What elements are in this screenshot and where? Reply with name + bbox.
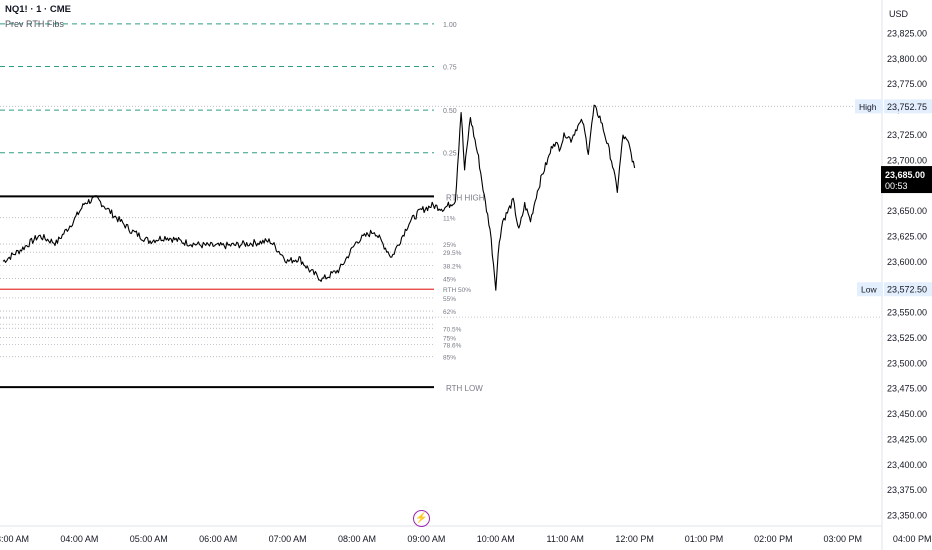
time-tick: 03:00 AM bbox=[0, 534, 29, 544]
price-tick: 23,425.00 bbox=[887, 434, 927, 444]
rth-low-line-label: RTH LOW bbox=[446, 384, 483, 393]
time-tick: 02:00 PM bbox=[754, 534, 793, 544]
time-tick: 11:00 AM bbox=[547, 534, 584, 544]
fib-level-label: 11% bbox=[443, 216, 456, 223]
price-tick: 23,375.00 bbox=[887, 485, 927, 495]
last-price-value: 23,685.00 bbox=[885, 170, 925, 180]
time-tick: 01:00 PM bbox=[685, 534, 724, 544]
symbol-title[interactable]: NQ1! · 1 · CME bbox=[5, 4, 71, 15]
high-tag: High bbox=[859, 102, 877, 112]
time-tick: 10:00 AM bbox=[477, 534, 515, 544]
price-tick: 23,400.00 bbox=[887, 460, 927, 470]
price-tick: 23,550.00 bbox=[887, 308, 927, 318]
fib-level-label: 75% bbox=[443, 335, 456, 342]
fib-level-label: 25% bbox=[443, 242, 456, 249]
high-value-bg bbox=[884, 99, 932, 114]
fib-label: 0.25 bbox=[443, 151, 457, 158]
countdown: 00:53 bbox=[885, 181, 908, 191]
fib-level-label: 29.5% bbox=[443, 250, 462, 257]
price-line bbox=[2, 104, 636, 291]
time-tick: 08:00 AM bbox=[338, 534, 376, 544]
time-tick: 09:00 AM bbox=[407, 534, 445, 544]
low-tag: Low bbox=[861, 285, 877, 295]
time-tick: 03:00 PM bbox=[824, 534, 863, 544]
price-tick: 23,525.00 bbox=[887, 333, 927, 343]
fib-level-label: 55% bbox=[443, 296, 456, 303]
fib-level-label: 78.6% bbox=[443, 343, 462, 350]
fib-level-label: 38.2% bbox=[443, 263, 462, 270]
low-tag-bg bbox=[857, 282, 883, 297]
time-tick: 04:00 PM bbox=[893, 534, 932, 544]
price-tick: 23,475.00 bbox=[887, 384, 927, 394]
fib-level-label: 62% bbox=[443, 309, 456, 316]
rth-high-line-label: RTH HIGH bbox=[446, 193, 485, 202]
price-tick: 23,625.00 bbox=[887, 231, 927, 241]
high-value: 23,752.75 bbox=[887, 102, 927, 112]
price-tick: 23,500.00 bbox=[887, 358, 927, 368]
time-tick: 04:00 AM bbox=[60, 534, 98, 544]
price-tick: 23,825.00 bbox=[887, 29, 927, 39]
fib-label: 1.00 bbox=[443, 22, 457, 29]
indicator-label[interactable]: Prev RTH Fibs bbox=[5, 19, 64, 29]
time-tick: 06:00 AM bbox=[199, 534, 237, 544]
price-tick: 23,650.00 bbox=[887, 206, 927, 216]
time-tick: 07:00 AM bbox=[269, 534, 307, 544]
lightning-icon[interactable]: ⚡ bbox=[413, 510, 430, 527]
price-tick: 23,600.00 bbox=[887, 257, 927, 267]
last-price-badge bbox=[881, 166, 932, 194]
low-value-bg bbox=[884, 282, 932, 297]
low-value: 23,572.50 bbox=[887, 285, 927, 295]
time-tick: 12:00 PM bbox=[615, 534, 654, 544]
fib-level-label: 85% bbox=[443, 355, 456, 362]
currency-label[interactable]: USD bbox=[889, 9, 909, 19]
rth-50-label: RTH 50% bbox=[443, 287, 471, 294]
high-tag-bg bbox=[855, 99, 883, 114]
fib-level-label: 70.5% bbox=[443, 326, 462, 333]
price-tick: 23,800.00 bbox=[887, 54, 927, 64]
price-tick: 23,775.00 bbox=[887, 79, 927, 89]
price-tick: 23,700.00 bbox=[887, 155, 927, 165]
price-tick: 23,350.00 bbox=[887, 511, 927, 521]
fib-level-label: 45% bbox=[443, 277, 456, 284]
price-tick: 23,725.00 bbox=[887, 130, 927, 140]
fib-label: 0.75 bbox=[443, 64, 457, 71]
time-tick: 05:00 AM bbox=[130, 534, 168, 544]
price-tick: 23,450.00 bbox=[887, 409, 927, 419]
fib-label: 0.50 bbox=[443, 108, 457, 115]
